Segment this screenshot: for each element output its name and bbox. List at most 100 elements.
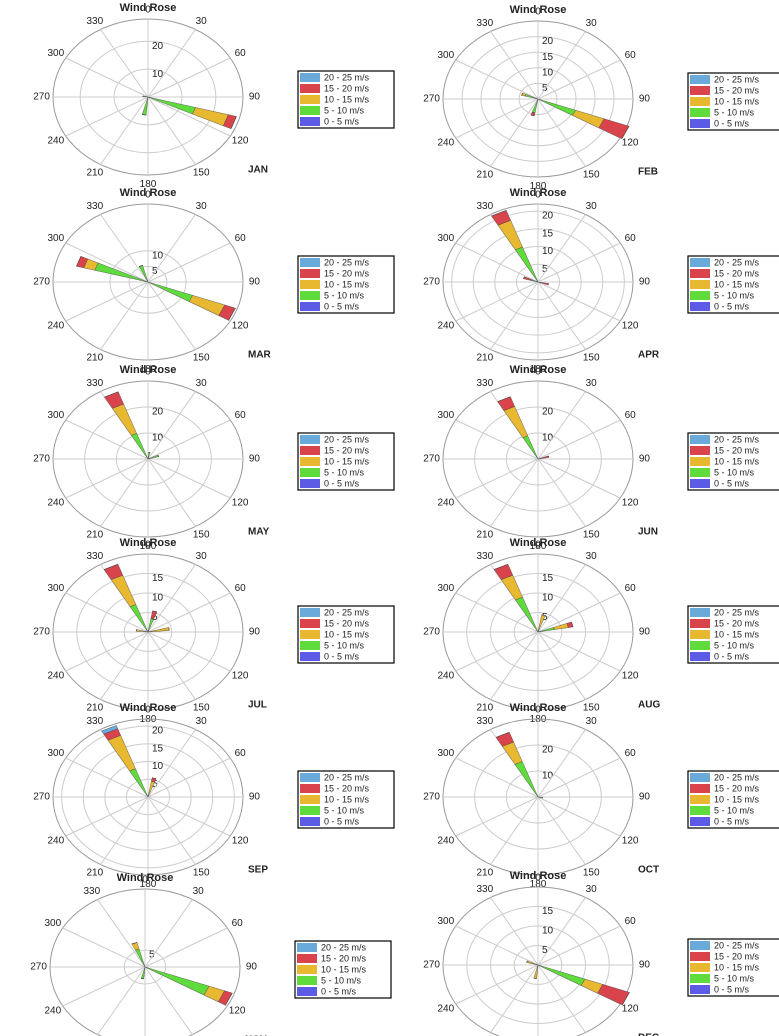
angular-grid-line: [537, 631, 621, 672]
angular-tick-label: 120: [232, 497, 249, 508]
angular-grid-line: [490, 631, 539, 700]
legend-label: 15 - 20 m/s: [714, 951, 760, 961]
legend-swatch: [690, 75, 710, 84]
angular-tick-label: 90: [639, 792, 651, 803]
angular-grid-line: [537, 242, 621, 283]
legend-swatch: [300, 73, 320, 82]
angular-tick-label: 180: [140, 179, 157, 190]
radial-tick-label: 5: [542, 612, 548, 623]
angular-tick-label: 180: [140, 364, 157, 375]
wind-bar-segment: [514, 761, 538, 797]
angular-grid-line: [455, 458, 539, 499]
angular-tick-label: 210: [476, 702, 493, 713]
angular-grid-line: [537, 631, 586, 700]
legend-label: 10 - 15 m/s: [714, 962, 760, 972]
chart-title: Wind Rose: [120, 2, 177, 14]
radial-tick-label: 20: [542, 745, 554, 756]
angular-tick-label: 240: [438, 320, 455, 331]
legend-swatch: [297, 943, 317, 952]
radial-tick-label: 10: [542, 433, 554, 444]
angular-grid-line: [490, 31, 539, 100]
angular-tick-label: 300: [48, 233, 65, 244]
wind-bar-segment: [515, 596, 538, 631]
wind-bar-segment: [530, 114, 535, 117]
angular-tick-label: 120: [622, 670, 639, 681]
wind-bar-segment: [94, 262, 147, 282]
month-label: AUG: [638, 700, 660, 711]
legend-swatch: [690, 457, 710, 466]
radial-tick-label: 10: [152, 69, 164, 80]
legend-swatch: [300, 117, 320, 126]
angular-tick-label: 150: [583, 529, 600, 540]
angular-tick-label: 180: [530, 364, 547, 375]
legend-label: 10 - 15 m/s: [324, 94, 370, 104]
angular-tick-label: 30: [193, 886, 205, 897]
angular-tick-label: 330: [476, 18, 493, 29]
angular-tick-label: 30: [196, 16, 208, 27]
angular-grid-line: [65, 631, 149, 672]
month-label: MAR: [248, 350, 272, 361]
angular-grid-line: [147, 796, 196, 865]
radial-tick-label: 20: [152, 407, 164, 418]
radial-tick-label: 15: [542, 52, 554, 63]
wind-bar-segment: [493, 563, 514, 580]
legend-swatch: [300, 258, 320, 267]
angular-grid-line: [537, 281, 586, 350]
angular-grid-line: [144, 899, 193, 968]
angular-tick-label: 0: [535, 872, 541, 883]
angular-tick-label: 60: [235, 583, 247, 594]
angular-tick-label: 180: [140, 879, 157, 890]
radial-tick-label: 20: [542, 211, 554, 222]
legend-label: 10 - 15 m/s: [321, 964, 367, 974]
angular-tick-label: 240: [438, 137, 455, 148]
legend-label: 10 - 15 m/s: [324, 794, 370, 804]
legend-label: 20 - 25 m/s: [324, 72, 370, 82]
angular-tick-label: 60: [625, 233, 637, 244]
wind-bar-segment: [140, 968, 146, 980]
angular-tick-label: 210: [86, 702, 103, 713]
legend-swatch: [690, 963, 710, 972]
legend-label: 15 - 20 m/s: [324, 783, 370, 793]
angular-tick-label: 300: [48, 748, 65, 759]
wind-bar-segment: [572, 109, 605, 129]
radial-tick-label: 10: [542, 67, 554, 78]
radial-tick-label: 5: [152, 779, 158, 790]
angular-tick-label: 270: [33, 792, 50, 803]
radial-tick-label: 15: [152, 573, 164, 584]
angular-grid-line: [537, 59, 621, 100]
legend-swatch: [690, 806, 710, 815]
angular-tick-label: 150: [193, 529, 210, 540]
angular-tick-label: 330: [86, 201, 103, 212]
wind-bar-segment: [142, 98, 149, 116]
wind-bar-segment: [149, 97, 196, 115]
angular-tick-label: 300: [48, 583, 65, 594]
legend-label: 0 - 5 m/s: [321, 986, 357, 996]
wind-bar-segment: [597, 984, 630, 1006]
wind-bar-segment: [188, 295, 226, 316]
legend-label: 5 - 10 m/s: [714, 973, 755, 983]
wind-bar-segment: [621, 126, 630, 139]
angular-tick-label: 90: [639, 627, 651, 638]
angular-grid-line: [455, 757, 539, 798]
wind-bar-segment: [539, 99, 576, 116]
month-label: JAN: [248, 165, 268, 176]
legend-swatch: [690, 291, 710, 300]
wind-bar-segment: [533, 966, 539, 979]
legend-swatch: [690, 108, 710, 117]
angular-grid-line: [537, 564, 586, 633]
angular-tick-label: 0: [535, 366, 541, 377]
angular-tick-label: 30: [586, 551, 598, 562]
month-label: NOV: [245, 1035, 267, 1036]
chart-title: Wind Rose: [510, 870, 567, 882]
angular-tick-label: 300: [438, 233, 455, 244]
angular-tick-label: 150: [583, 702, 600, 713]
radial-tick-label: 10: [542, 926, 554, 937]
angular-tick-label: 300: [438, 916, 455, 927]
legend-swatch: [300, 302, 320, 311]
angular-tick-label: 90: [639, 454, 651, 465]
angular-grid-line: [537, 757, 621, 798]
wind-rose: 510150306090120150180210240270300330Wind…: [33, 537, 395, 725]
wind-bar-segment: [497, 396, 515, 411]
